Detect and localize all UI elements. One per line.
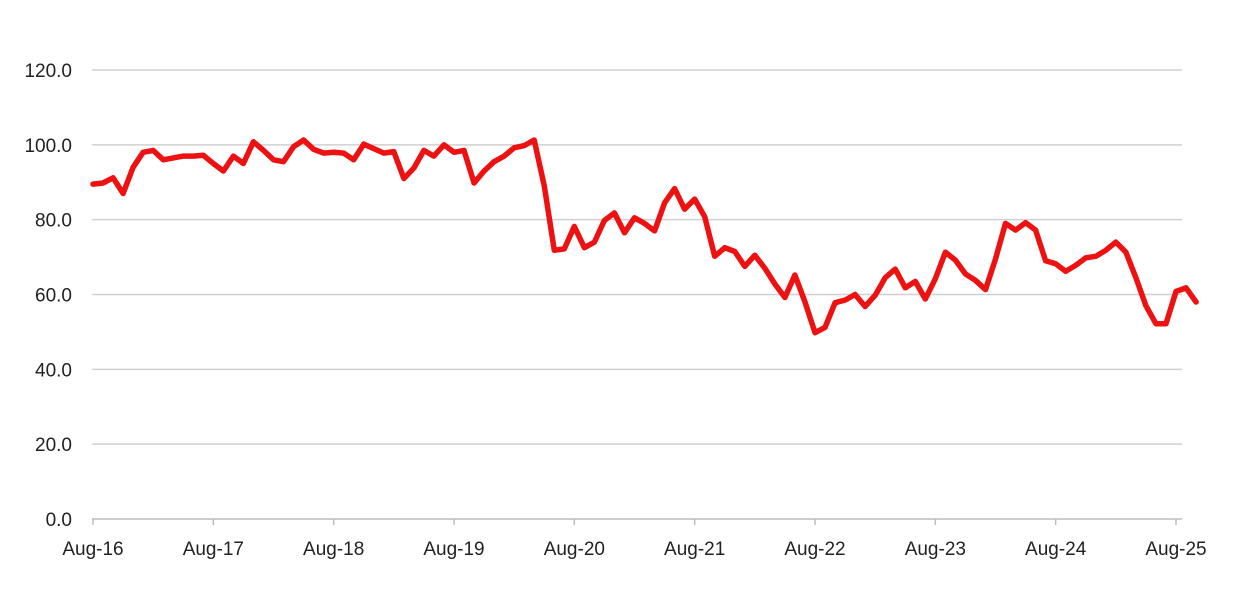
x-tick-label: Aug-17 xyxy=(183,539,244,560)
x-tick-label: Aug-20 xyxy=(544,539,605,560)
x-tick-label: Aug-16 xyxy=(62,539,123,560)
y-tick-label: 100.0 xyxy=(24,136,72,157)
series-layer xyxy=(90,137,1199,336)
y-tick-label: 80.0 xyxy=(35,211,72,232)
x-tick-label: Aug-23 xyxy=(905,539,966,560)
y-tick-label: 0.0 xyxy=(46,510,72,531)
x-tick-label: Aug-22 xyxy=(784,539,845,560)
x-tick-label: Aug-24 xyxy=(1025,539,1087,560)
series-line-0 xyxy=(90,137,1199,336)
x-tick-label: Aug-21 xyxy=(664,539,725,560)
y-tick-label: 20.0 xyxy=(35,435,72,456)
x-axis: Aug-16 Aug-17 Aug-18 Aug-19 Aug-20 Aug-21 Aug-… xyxy=(62,518,1207,560)
y-tick-label: 40.0 xyxy=(35,360,72,381)
x-tick-label: Aug-25 xyxy=(1145,539,1206,560)
y-axis-tick-labels: 0.0 20.0 40.0 60.0 80.0 100.0 120.0 xyxy=(24,61,72,531)
y-tick-label: 60.0 xyxy=(35,286,72,307)
x-tick-label: Aug-18 xyxy=(303,539,364,560)
x-tick-label: Aug-19 xyxy=(423,539,484,560)
gridlines xyxy=(92,69,1182,445)
y-tick-label: 120.0 xyxy=(24,61,72,82)
